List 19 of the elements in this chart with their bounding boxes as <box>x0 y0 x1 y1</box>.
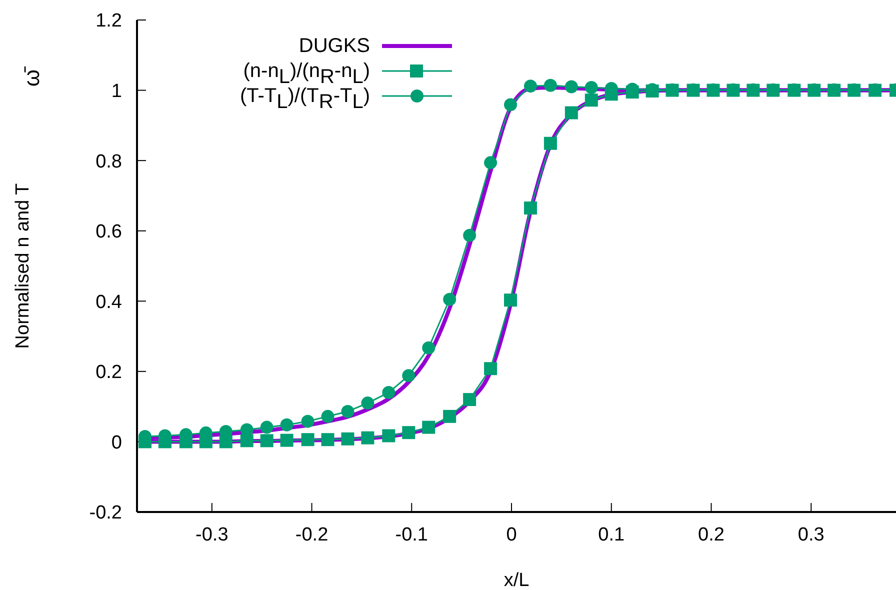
x-tick-label: -0.1 <box>395 524 428 546</box>
y-tick-label: 0.2 <box>96 362 122 384</box>
y-tick-label: 1.2 <box>96 10 122 32</box>
y-tick-label: 0.8 <box>96 151 122 172</box>
x-tick-label: 0.2 <box>698 524 724 546</box>
x-tick-label: -0.3 <box>196 524 228 546</box>
x-tick-label: 0.3 <box>798 524 824 546</box>
x-tick-label: 0 <box>506 524 517 546</box>
text: ω̄ <box>18 66 45 89</box>
y-axis-title: Normalised n and T <box>12 182 34 349</box>
y-tick-label: 0.4 <box>96 292 122 313</box>
x-tick-label: 0.1 <box>598 524 625 546</box>
y-tick-label: 0 <box>111 432 122 454</box>
x-axis-title: x/L <box>504 570 530 590</box>
y-tick-label: 0.6 <box>96 222 122 243</box>
x-tick-label: -0.2 <box>295 524 328 546</box>
legend-label: DUGKS <box>298 35 370 57</box>
y-tick-label: 1 <box>111 81 122 102</box>
y-tick-label: -0.2 <box>89 502 122 524</box>
